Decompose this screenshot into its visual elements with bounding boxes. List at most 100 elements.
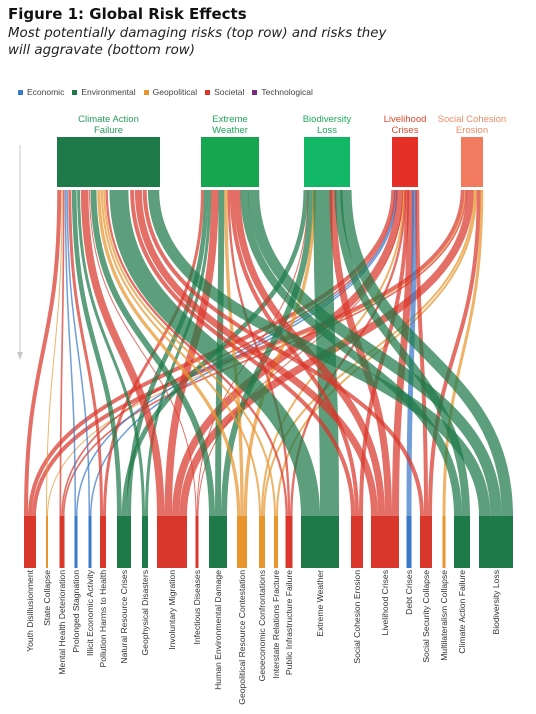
target-label-public-infrastructure-failure: Public Infrastructure Failure bbox=[284, 570, 294, 676]
source-label-climate-action-failure: Climate Action Failure bbox=[78, 114, 139, 136]
legend-item-environmental[interactable]: Environmental bbox=[72, 87, 136, 97]
flow-link-biodiversity-loss-to-climate-action-failure bbox=[334, 189, 470, 517]
target-node-social-security-collapse[interactable] bbox=[420, 516, 432, 568]
target-node-social-cohesion-erosion[interactable] bbox=[351, 516, 363, 568]
target-node-prolonged-stagnation[interactable] bbox=[74, 516, 78, 568]
flow-link-climate-action-failure-to-human-environmental-damage bbox=[90, 189, 215, 517]
target-node-geoeconomic-confrontations[interactable] bbox=[259, 516, 265, 568]
source-label-line: Loss bbox=[316, 125, 338, 136]
source-label-line: Erosion bbox=[455, 125, 489, 136]
source-label-extreme-weather: Extreme Weather bbox=[212, 114, 248, 136]
source-label-social-cohesion-erosion: Social Cohesion Erosion bbox=[438, 114, 507, 136]
legend-item-technological[interactable]: Technological bbox=[252, 87, 313, 97]
target-node-public-infrastructure-failure[interactable] bbox=[285, 516, 293, 568]
target-node-extreme-weather[interactable] bbox=[301, 516, 339, 568]
flow-links bbox=[24, 189, 513, 517]
target-node-livelihood-crises[interactable] bbox=[371, 516, 399, 568]
flow-link-climate-action-failure-to-involuntary-migration bbox=[80, 189, 165, 517]
target-label-pollution-harms-to-health: Pollution Harms to Health bbox=[98, 570, 108, 668]
legend-swatch-societal bbox=[205, 89, 211, 95]
source-nodes bbox=[57, 137, 483, 190]
target-label-debt-crises: Debt Crises bbox=[404, 570, 414, 615]
source-node-base-extreme-weather bbox=[201, 187, 259, 190]
source-label-biodiversity-loss: Biodiversity Loss bbox=[303, 114, 352, 136]
target-node-geopolitical-resource-contestation[interactable] bbox=[237, 516, 247, 568]
target-node-debt-crises[interactable] bbox=[406, 516, 412, 568]
target-node-interstate-relations-fracture[interactable] bbox=[274, 516, 278, 568]
target-label-involuntary-migration: Involuntary Migration bbox=[167, 570, 177, 650]
source-label-line: Climate Action bbox=[78, 114, 139, 125]
source-node-climate-action-failure[interactable] bbox=[57, 137, 160, 187]
target-node-mental-health-deterioration[interactable] bbox=[59, 516, 65, 568]
source-label-livelihood-crises: Livelihood Crises bbox=[384, 114, 427, 136]
source-node-extreme-weather[interactable] bbox=[201, 137, 259, 187]
flow-link-climate-action-failure-to-livelihood-crises bbox=[134, 189, 378, 517]
target-node-illicit-economic-activity[interactable] bbox=[88, 516, 92, 568]
legend-label-environmental: Environmental bbox=[81, 87, 136, 97]
target-node-natural-resource-crises[interactable] bbox=[117, 516, 131, 568]
legend-swatch-economic bbox=[18, 89, 23, 95]
legend-item-economic[interactable]: Economic bbox=[18, 87, 64, 97]
flow-link-climate-action-failure-to-youth-disillusionment bbox=[24, 189, 62, 517]
target-label-youth-disillusionment: Youth Disillusionment bbox=[25, 570, 35, 652]
target-label-mental-health-deterioration: Mental Health Deterioration bbox=[57, 570, 67, 675]
target-label-geopolitical-resource-contestation: Geopolitical Resource Contestation bbox=[237, 570, 247, 705]
target-node-multilateralism-collapse[interactable] bbox=[442, 516, 446, 568]
target-label-illicit-economic-activity: Illicit Economic Activity bbox=[85, 570, 95, 656]
target-label-state-collapse: State Collapse bbox=[42, 570, 52, 626]
flow-link-social-cohesion-erosion-to-youth-disillusionment bbox=[32, 189, 465, 517]
legend-swatch-environmental bbox=[72, 89, 78, 95]
flow-link-climate-action-failure-to-infectious-diseases bbox=[88, 189, 197, 517]
flow-link-climate-action-failure-to-biodiversity-loss bbox=[147, 189, 491, 517]
source-label-line: Weather bbox=[212, 125, 248, 136]
target-label-social-cohesion-erosion: Social Cohesion Erosion bbox=[352, 570, 362, 664]
target-label-infectious-diseases: Infectious Diseases bbox=[192, 570, 202, 645]
source-node-social-cohesion-erosion[interactable] bbox=[461, 137, 483, 187]
target-node-youth-disillusionment[interactable] bbox=[24, 516, 36, 568]
legend-label-economic: Economic bbox=[27, 87, 65, 97]
flow-link-climate-action-failure-to-natural-resource-crises bbox=[71, 189, 122, 517]
flow-link-climate-action-failure-to-mental-health-deterioration bbox=[59, 189, 65, 517]
source-label-line: Crises bbox=[391, 125, 419, 136]
legend-label-technological: Technological bbox=[261, 87, 313, 97]
source-node-livelihood-crises[interactable] bbox=[392, 137, 418, 187]
legend-item-societal[interactable]: Societal bbox=[205, 87, 244, 97]
target-node-pollution-harms-to-health[interactable] bbox=[100, 516, 106, 568]
flow-link-climate-action-failure-to-public-infrastructure-failure bbox=[105, 189, 288, 517]
legend-item-geopolitical[interactable]: Geopolitical bbox=[143, 87, 198, 97]
flow-link-extreme-weather-to-biodiversity-loss bbox=[247, 189, 502, 517]
target-node-infectious-diseases[interactable] bbox=[195, 516, 199, 568]
target-label-natural-resource-crises: Natural Resource Crises bbox=[119, 570, 129, 664]
flow-link-extreme-weather-to-geophysical-disasters bbox=[145, 189, 212, 517]
flow-link-livelihood-crises-to-prolonged-stagnation bbox=[76, 189, 397, 517]
target-node-geophysical-disasters[interactable] bbox=[142, 516, 148, 568]
flow-link-biodiversity-loss-to-biodiversity-loss bbox=[340, 189, 513, 517]
source-label-line: Social Cohesion bbox=[437, 114, 507, 125]
target-label-climate-action-failure: Climate Action Failure bbox=[457, 570, 467, 654]
flow-direction-arrow-icon bbox=[17, 352, 23, 360]
target-label-interstate-relations-fracture: Interstate Relations Fracture bbox=[271, 570, 281, 679]
legend-swatch-technological bbox=[252, 89, 258, 95]
flow-link-climate-action-failure-to-illicit-economic-activity bbox=[66, 189, 90, 517]
flow-link-livelihood-crises-to-infectious-diseases bbox=[197, 189, 404, 517]
target-node-state-collapse[interactable] bbox=[46, 516, 48, 568]
target-label-geoeconomic-confrontations: Geoeconomic Confrontations bbox=[257, 570, 267, 682]
legend-label-societal: Societal bbox=[214, 87, 245, 97]
target-node-biodiversity-loss[interactable] bbox=[479, 516, 513, 568]
target-label-social-security-collapse: Social Security Collapse bbox=[421, 570, 431, 663]
target-label-biodiversity-loss: Biodiversity Loss bbox=[491, 570, 501, 635]
flow-link-climate-action-failure-to-extreme-weather bbox=[109, 189, 320, 517]
source-label-line: Biodiversity bbox=[302, 114, 352, 125]
legend-label-geopolitical: Geopolitical bbox=[152, 87, 198, 97]
source-node-biodiversity-loss[interactable] bbox=[304, 137, 350, 187]
target-label-livelihood-crises: Livelihood Crises bbox=[380, 570, 390, 636]
target-node-climate-action-failure[interactable] bbox=[454, 516, 470, 568]
target-node-involuntary-migration[interactable] bbox=[157, 516, 187, 568]
flow-link-climate-action-failure-to-prolonged-stagnation bbox=[64, 189, 76, 517]
target-node-human-environmental-damage[interactable] bbox=[209, 516, 227, 568]
flow-link-social-cohesion-erosion-to-social-security-collapse bbox=[428, 189, 481, 517]
target-label-extreme-weather: Extreme Weather bbox=[315, 570, 325, 637]
flow-link-extreme-weather-to-geopolitical-resource-contestation bbox=[224, 189, 244, 517]
target-label-prolonged-stagnation: Prolonged Stagnation bbox=[71, 570, 81, 653]
